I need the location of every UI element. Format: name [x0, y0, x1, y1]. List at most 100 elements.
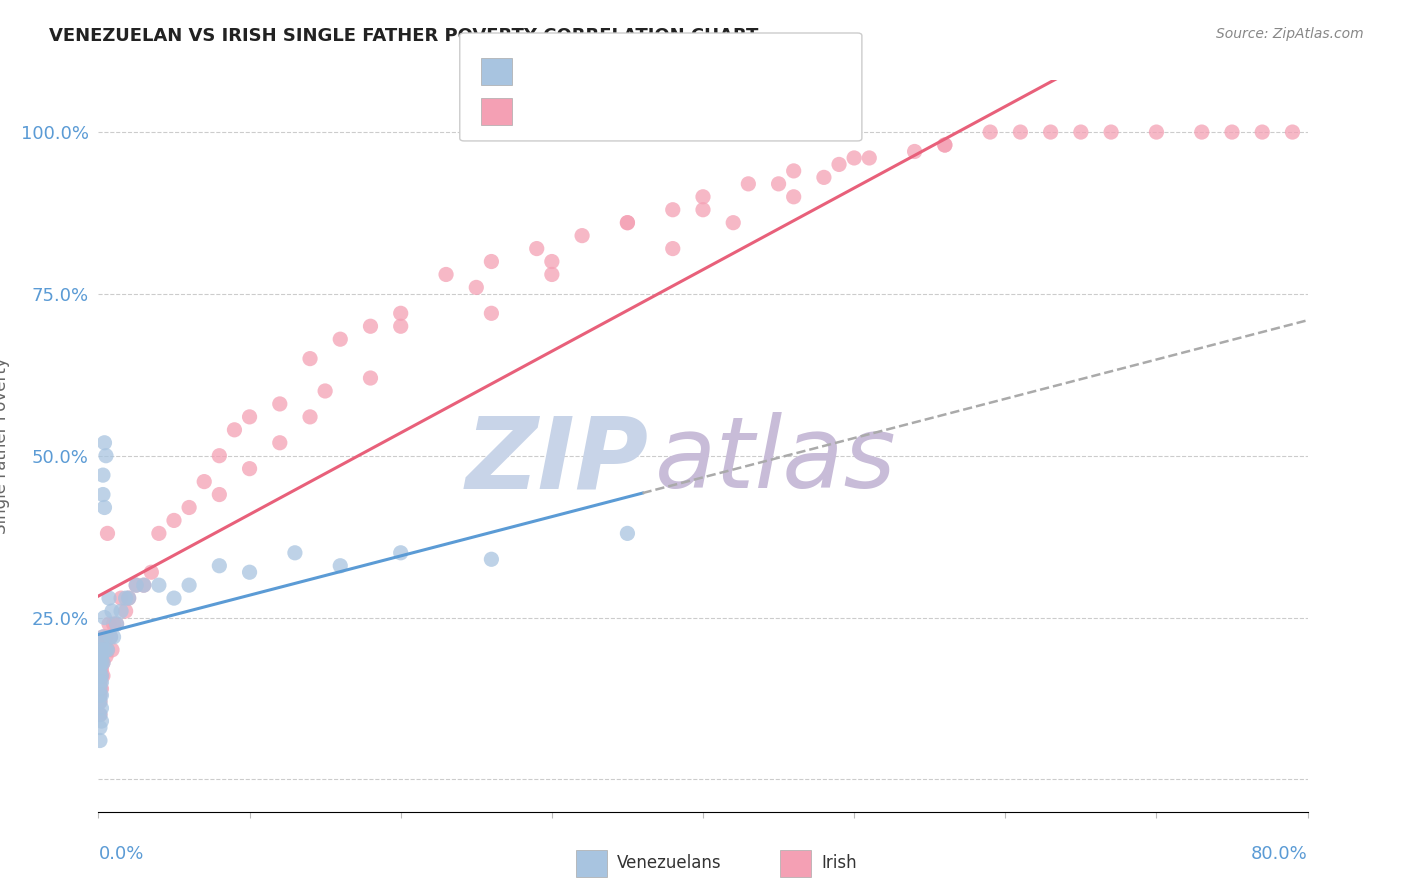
- Point: [239, 461, 262, 475]
- Point: [91, 630, 114, 644]
- Point: [89, 662, 111, 676]
- Point: [1281, 125, 1303, 139]
- Point: [208, 487, 231, 501]
- Point: [89, 675, 111, 690]
- Point: [118, 591, 141, 606]
- Y-axis label: Single Father Poverty: Single Father Poverty: [0, 358, 10, 534]
- Point: [1099, 125, 1122, 139]
- Point: [89, 643, 111, 657]
- Point: [616, 216, 638, 230]
- Text: N =: N =: [621, 103, 661, 120]
- Point: [96, 643, 118, 657]
- Point: [844, 151, 866, 165]
- Point: [389, 319, 412, 334]
- Point: [208, 449, 231, 463]
- Point: [93, 435, 115, 450]
- Point: [329, 558, 352, 573]
- Point: [1220, 125, 1243, 139]
- Point: [110, 591, 132, 606]
- Text: 0.178: 0.178: [551, 62, 609, 80]
- Point: [101, 604, 124, 618]
- Point: [934, 138, 956, 153]
- Point: [1010, 125, 1032, 139]
- Point: [89, 695, 111, 709]
- Point: [360, 319, 382, 334]
- Point: [540, 254, 562, 268]
- Point: [90, 669, 112, 683]
- Point: [465, 280, 488, 294]
- Point: [125, 578, 148, 592]
- Point: [91, 630, 114, 644]
- Point: [90, 656, 112, 670]
- Point: [90, 675, 112, 690]
- Point: [616, 216, 638, 230]
- Point: [103, 617, 125, 632]
- Point: [89, 669, 111, 683]
- Point: [661, 242, 683, 256]
- Point: [94, 630, 117, 644]
- Point: [813, 170, 835, 185]
- Point: [1251, 125, 1274, 139]
- Point: [89, 649, 111, 664]
- Point: [90, 649, 112, 664]
- Point: [89, 662, 111, 676]
- Point: [163, 591, 186, 606]
- Point: [90, 636, 112, 650]
- Text: ZIP: ZIP: [465, 412, 648, 509]
- Point: [90, 681, 112, 696]
- Point: [96, 526, 118, 541]
- Point: [692, 202, 714, 217]
- Point: [314, 384, 336, 398]
- Point: [89, 643, 111, 657]
- Point: [389, 546, 412, 560]
- Point: [737, 177, 759, 191]
- Point: [100, 630, 122, 644]
- Point: [89, 695, 111, 709]
- Point: [90, 643, 112, 657]
- Point: [91, 643, 114, 657]
- Point: [179, 500, 201, 515]
- Point: [90, 656, 112, 670]
- Point: [389, 306, 412, 320]
- Text: N =: N =: [621, 62, 661, 80]
- Text: Venezuelans: Venezuelans: [617, 855, 721, 872]
- Point: [90, 669, 112, 683]
- Point: [526, 242, 548, 256]
- Point: [110, 604, 132, 618]
- Point: [616, 526, 638, 541]
- Point: [299, 409, 322, 424]
- Point: [934, 138, 956, 153]
- Text: 92: 92: [652, 103, 678, 120]
- Point: [91, 669, 114, 683]
- Text: R =: R =: [520, 62, 560, 80]
- Point: [1144, 125, 1167, 139]
- Point: [858, 151, 880, 165]
- Text: 0.0%: 0.0%: [98, 846, 143, 863]
- Point: [105, 617, 128, 632]
- Point: [692, 190, 714, 204]
- Point: [98, 617, 121, 632]
- Point: [105, 617, 128, 632]
- Point: [114, 604, 136, 618]
- Point: [90, 662, 112, 676]
- Text: VENEZUELAN VS IRISH SINGLE FATHER POVERTY CORRELATION CHART: VENEZUELAN VS IRISH SINGLE FATHER POVERT…: [49, 27, 759, 45]
- Point: [224, 423, 246, 437]
- Point: [284, 546, 307, 560]
- Text: 51: 51: [652, 62, 678, 80]
- Point: [89, 675, 111, 690]
- Point: [329, 332, 352, 346]
- Point: [132, 578, 155, 592]
- Point: [91, 487, 114, 501]
- Point: [90, 636, 112, 650]
- Point: [783, 164, 806, 178]
- Point: [723, 216, 745, 230]
- Point: [89, 681, 111, 696]
- Point: [118, 591, 141, 606]
- Point: [89, 681, 111, 696]
- Point: [148, 526, 170, 541]
- Text: 0.713: 0.713: [551, 103, 607, 120]
- Text: Irish: Irish: [821, 855, 856, 872]
- Point: [125, 578, 148, 592]
- Point: [89, 721, 111, 735]
- Point: [1039, 125, 1062, 139]
